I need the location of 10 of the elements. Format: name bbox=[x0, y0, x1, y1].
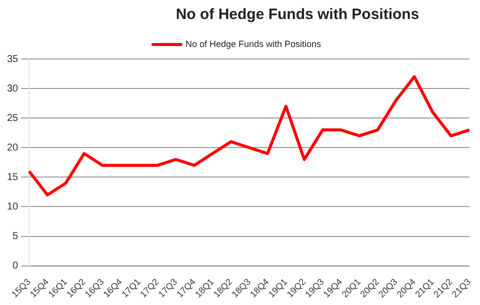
legend-label: No of Hedge Funds with Positions bbox=[185, 38, 322, 49]
y-tick-label: 10 bbox=[7, 201, 19, 212]
y-tick-label: 25 bbox=[7, 112, 19, 124]
y-tick-label: 0 bbox=[12, 260, 19, 272]
y-tick-label: 35 bbox=[7, 54, 19, 65]
y-tick-label: 20 bbox=[7, 142, 19, 154]
y-tick-label: 15 bbox=[7, 172, 19, 183]
y-tick-label: 30 bbox=[7, 83, 19, 94]
chart-title: No of Hedge Funds with Positions bbox=[174, 6, 420, 23]
y-tick-label: 5 bbox=[12, 231, 19, 242]
